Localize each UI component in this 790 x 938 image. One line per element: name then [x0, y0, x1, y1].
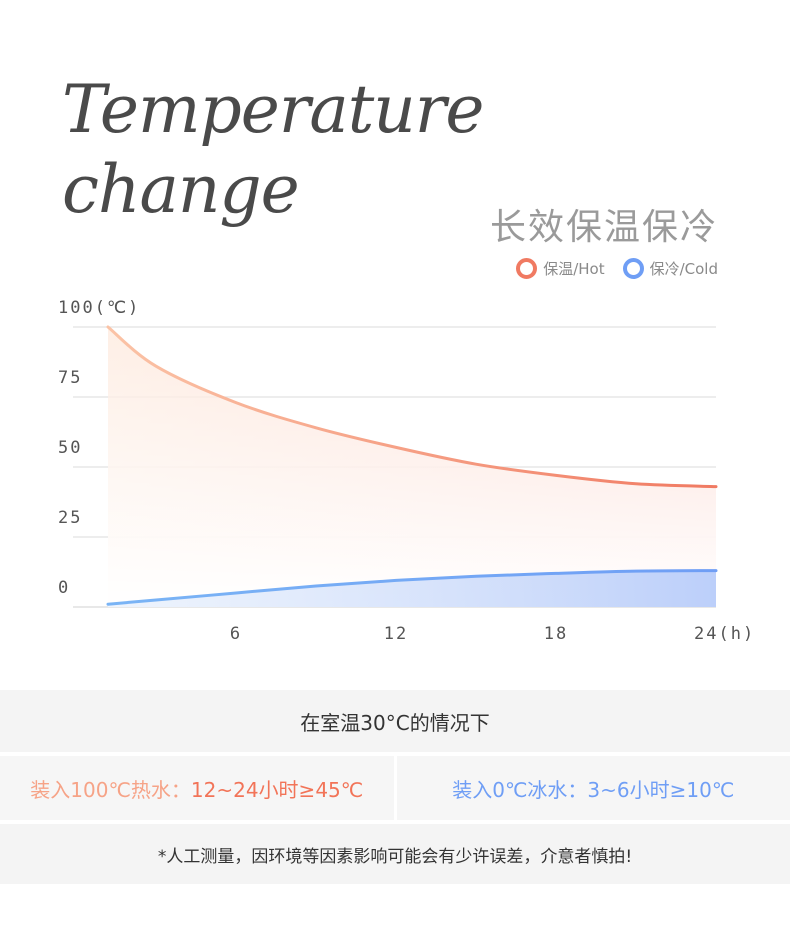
hot-water-result: 装入100℃热水： 12~24小时≥45℃	[0, 756, 394, 820]
x-tick-label: 24(h)	[694, 624, 755, 644]
legend-item-hot: 保温/Hot	[516, 258, 605, 279]
legend: 保温/Hot 保冷/Cold	[498, 258, 718, 279]
cold-ring-icon	[622, 258, 644, 279]
temperature-chart: 0 25 50 75 100(℃) 6 12 18 24(h)	[58, 298, 755, 644]
legend-label-hot: 保温/Hot	[543, 260, 605, 278]
title-line-2: change	[62, 151, 300, 228]
hot-water-label: 装入100℃热水：	[30, 777, 191, 802]
cold-area	[108, 570, 716, 607]
room-temp-condition: 在室温30°C的情况下	[0, 690, 790, 752]
cold-water-result: 装入0℃冰水： 3~6小时≥10℃	[396, 756, 790, 820]
y-tick-label: 75	[58, 368, 82, 388]
chart-title: Temperature change	[62, 70, 484, 230]
legend-item-cold: 保冷/Cold	[622, 258, 718, 279]
cold-water-label: 装入0℃冰水：	[452, 777, 588, 802]
y-tick-label: 50	[58, 438, 82, 458]
cold-series-line	[106, 569, 718, 606]
hot-ring-icon	[516, 258, 538, 279]
chart-subtitle: 长效保温保冷	[489, 207, 718, 248]
legend-label-cold: 保冷/Cold	[649, 260, 718, 278]
x-tick-label: 18	[544, 624, 568, 644]
disclaimer-note: *人工测量，因环境等因素影响可能会有少许误差，介意者慎拍!	[0, 824, 790, 884]
y-tick-label: 0	[58, 578, 70, 598]
title-line-1: Temperature	[62, 71, 484, 148]
hot-water-value: 12~24小时≥45℃	[190, 777, 364, 802]
hot-area-fade	[108, 327, 716, 607]
x-tick-label: 6	[230, 624, 242, 644]
cold-water-value: 3~6小时≥10℃	[587, 777, 735, 802]
y-tick-label: 100(℃)	[58, 298, 140, 318]
insulation-results: 装入100℃热水： 12~24小时≥45℃ 装入0℃冰水： 3~6小时≥10℃	[0, 756, 790, 820]
hot-series-line	[106, 325, 718, 489]
y-tick-label: 25	[58, 508, 82, 528]
x-tick-label: 12	[384, 624, 408, 644]
